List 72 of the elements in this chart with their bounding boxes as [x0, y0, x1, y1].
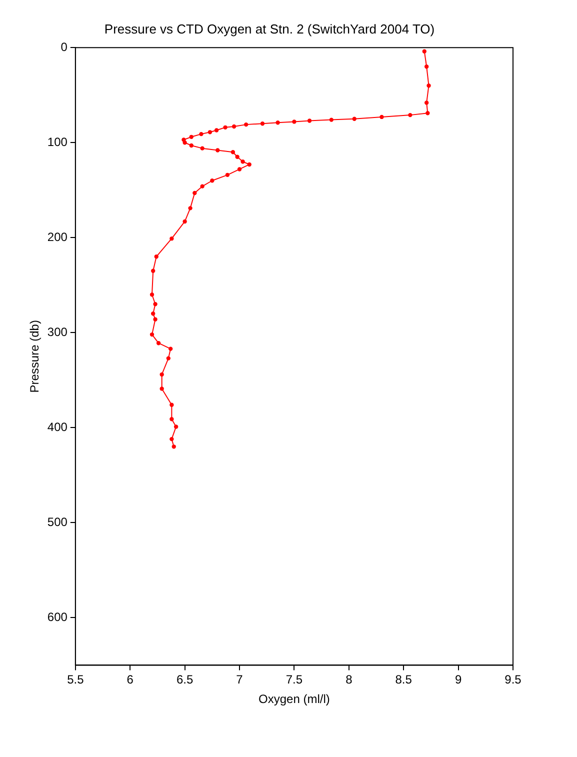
point [150, 268, 156, 273]
point [352, 116, 356, 121]
x-tick-label: 6 [126, 672, 134, 687]
point [172, 444, 176, 449]
point [153, 302, 158, 306]
point [223, 125, 228, 130]
point [214, 128, 219, 132]
y-tick-label: 400 [47, 420, 68, 434]
point [237, 167, 242, 172]
point [170, 402, 174, 407]
y-tick-label: 0 [60, 40, 68, 54]
point [192, 190, 197, 196]
point [200, 146, 204, 150]
point [150, 332, 154, 337]
x-axis-title: Oxygen (ml/l) [258, 692, 330, 706]
point [307, 118, 312, 123]
point [329, 118, 334, 122]
y-tick-label: 600 [47, 610, 68, 624]
x-tick-label: 8 [346, 672, 353, 687]
x-tick-label: 6.5 [176, 672, 194, 687]
point [247, 162, 252, 167]
point [424, 64, 429, 69]
y-tick-label: 300 [47, 324, 68, 339]
point [182, 219, 187, 224]
point [200, 184, 204, 188]
x-tick-label: 5.5 [67, 672, 84, 687]
y-tick-label: 500 [47, 514, 68, 529]
y-tick-label: 200 [47, 230, 68, 244]
point [244, 122, 248, 127]
point [199, 132, 204, 136]
point [170, 417, 174, 422]
point [188, 206, 192, 210]
point [408, 112, 412, 118]
y-axis-title: Pressure (db) [28, 320, 42, 393]
point [189, 143, 194, 148]
point [230, 150, 236, 154]
point [276, 120, 280, 125]
x-tick-label: 9 [454, 672, 462, 687]
chart-title: Pressure vs CTD Oxygen at Stn. 2 (SwitchYard 2004 TO) [104, 21, 435, 36]
point [260, 122, 265, 126]
point [182, 140, 187, 145]
point [166, 356, 171, 360]
point [292, 120, 296, 124]
point [153, 317, 158, 322]
point [168, 346, 173, 351]
point [160, 372, 164, 377]
point [150, 312, 156, 316]
point [189, 134, 194, 140]
point [170, 236, 174, 241]
point [208, 130, 212, 134]
point [426, 111, 430, 116]
point [424, 100, 429, 105]
point [240, 160, 245, 164]
point [225, 172, 230, 178]
x-tick-label: 7 [236, 672, 244, 687]
x-tick-label: 8.5 [395, 672, 412, 687]
x-tick-label: 9.5 [504, 672, 522, 687]
point [156, 341, 161, 346]
point [160, 386, 164, 391]
point [426, 84, 431, 88]
point [232, 124, 236, 129]
point [422, 49, 426, 54]
point [235, 154, 240, 159]
point [170, 436, 174, 442]
point [210, 178, 214, 183]
point [154, 254, 158, 259]
y-tick-label: 100 [47, 134, 68, 149]
point [174, 424, 178, 429]
x-tick-label: 7.5 [286, 672, 303, 687]
point [216, 148, 220, 152]
point [380, 114, 384, 120]
point [150, 292, 154, 297]
